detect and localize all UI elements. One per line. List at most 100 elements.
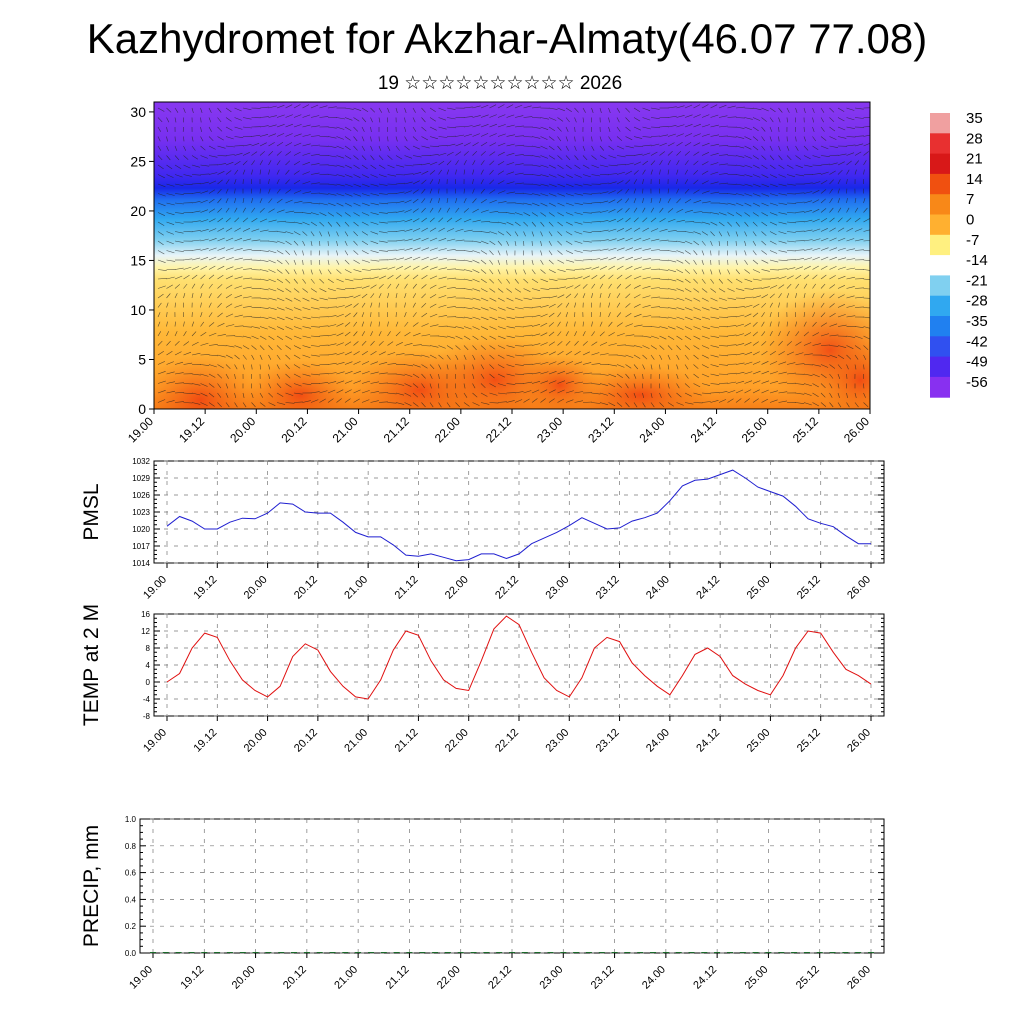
wind-barb (480, 142, 488, 147)
precip-bar (855, 952, 862, 953)
wind-barb (744, 296, 754, 299)
wind-barb (285, 160, 291, 166)
wind-barb (463, 198, 467, 204)
wind-barb (370, 381, 380, 384)
wind-barb (531, 398, 538, 403)
x-tick-label: 25.00 (745, 574, 773, 602)
x-tick-label: 23.12 (594, 727, 622, 755)
wind-barb (421, 237, 429, 242)
wind-barb (497, 345, 506, 349)
wind-barb (820, 136, 827, 141)
wind-barb (837, 364, 842, 370)
wind-barb (395, 353, 405, 356)
wind-barb (812, 256, 820, 261)
wind-barb (404, 219, 413, 223)
wind-barb (650, 217, 657, 223)
wind-barb (616, 198, 623, 204)
wind-barb (769, 381, 779, 384)
wind-barb (463, 316, 473, 320)
wind-barb (650, 143, 660, 147)
wind-barb (625, 284, 631, 289)
wind-barb (166, 400, 175, 403)
wind-barb (523, 202, 532, 206)
wind-barb (157, 221, 165, 226)
wind-barb (565, 259, 575, 263)
wind-barb (642, 238, 651, 242)
wind-barb (650, 126, 660, 128)
wind-barb (701, 278, 706, 284)
wind-barb (625, 402, 630, 408)
wind-barb (710, 171, 719, 175)
wind-barb (259, 142, 267, 147)
x-tick-label: 22.12 (486, 964, 514, 992)
wind-barb (820, 344, 831, 346)
wind-barb (565, 193, 574, 197)
wind-barb (667, 259, 677, 263)
wind-barb (208, 265, 216, 270)
wind-barb (251, 169, 253, 175)
wind-barb (174, 117, 177, 123)
wind-barb (599, 239, 609, 242)
wind-barb (344, 371, 353, 375)
wind-barb (242, 228, 251, 232)
wind-barb (650, 335, 659, 339)
wind-barb (531, 288, 541, 292)
wind-barb (557, 370, 566, 375)
wind-barb (829, 217, 835, 223)
wind-barb (778, 371, 787, 375)
wind-barb (497, 124, 506, 128)
wind-barb (531, 353, 541, 356)
wind-barb (786, 212, 796, 214)
wind-barb (225, 227, 233, 232)
wind-barb (361, 312, 365, 318)
wind-barb (582, 221, 592, 224)
wind-barb (421, 364, 428, 369)
wind-barb (761, 389, 769, 394)
wind-barb (727, 221, 733, 227)
wind-barb (234, 335, 244, 338)
wind-barb (718, 231, 723, 237)
wind-barb (718, 145, 728, 147)
wind-barb (412, 136, 418, 142)
wind-barb (642, 126, 651, 130)
wind-barb (480, 278, 487, 284)
wind-barb (514, 364, 524, 366)
wind-barb (463, 259, 473, 263)
wind-barb (455, 354, 459, 360)
wind-barb (208, 218, 216, 223)
wind-barb (327, 333, 337, 337)
wind-barb (395, 210, 405, 213)
wind-barb (268, 160, 272, 166)
wind-barb (200, 107, 203, 113)
wind-barb (506, 297, 514, 302)
wind-barb (489, 221, 499, 224)
wind-barb (548, 278, 558, 281)
wind-barb (667, 335, 675, 340)
wind-barb (574, 231, 583, 235)
wind-barb (166, 183, 175, 187)
wind-barb (259, 354, 263, 360)
precip-bar (432, 952, 439, 953)
wind-barb (370, 284, 377, 289)
wind-barb (344, 136, 351, 141)
wind-barb (846, 305, 855, 308)
wind-barb (820, 293, 825, 299)
wind-barb (854, 287, 864, 289)
wind-barb (693, 297, 701, 302)
wind-barb (242, 258, 252, 261)
wind-barb (676, 335, 683, 341)
wind-barb (786, 341, 792, 346)
wind-barb (225, 198, 229, 204)
wind-barb (565, 371, 574, 375)
wind-barb (523, 269, 526, 275)
wind-barb (387, 155, 393, 160)
wind-barb (795, 192, 805, 194)
wind-barb (387, 274, 394, 280)
wind-barb (633, 179, 637, 185)
wind-barb (353, 145, 358, 151)
wind-barb (684, 326, 693, 330)
wind-barb (514, 297, 523, 301)
wind-barb (446, 277, 456, 280)
wind-barb (778, 212, 787, 215)
wind-barb (693, 373, 699, 379)
